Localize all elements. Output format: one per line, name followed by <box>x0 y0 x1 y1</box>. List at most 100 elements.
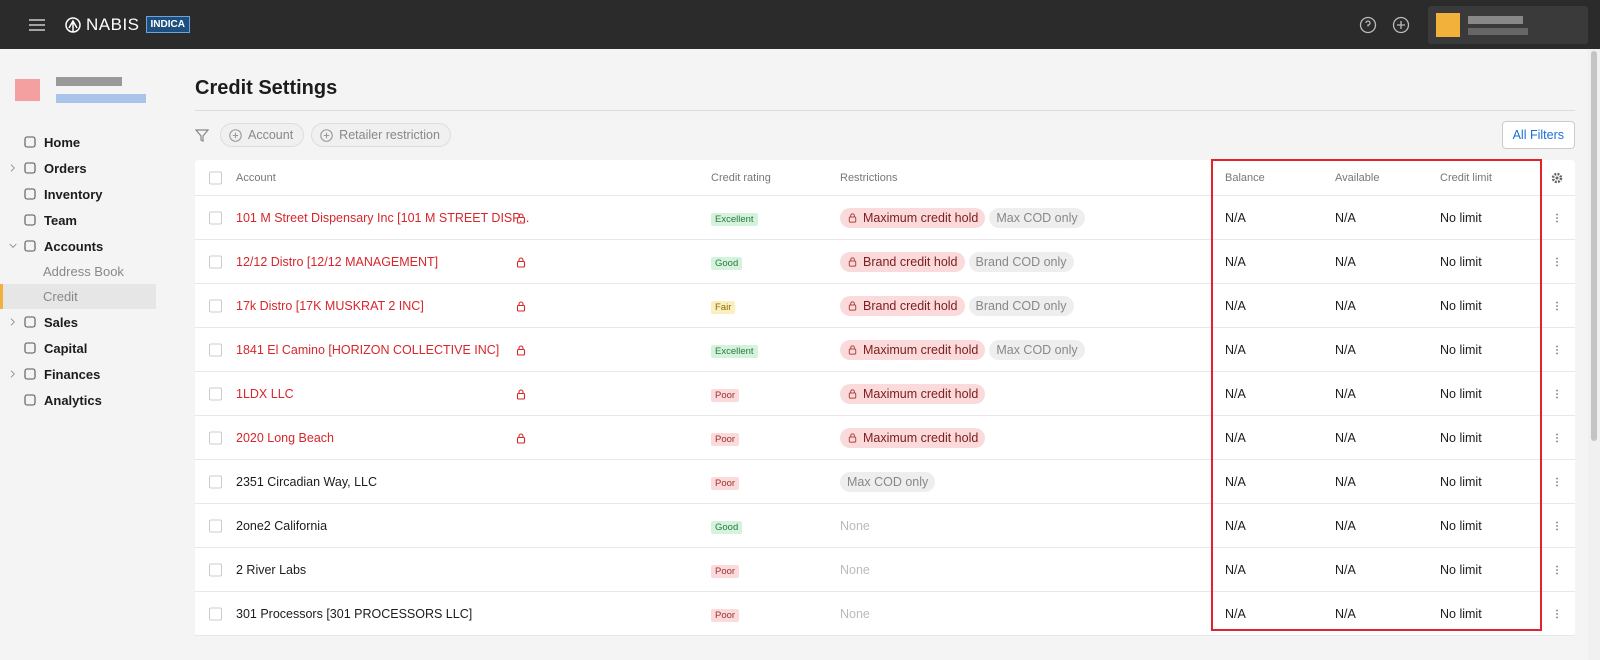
restriction-label: None <box>840 562 870 577</box>
credit-limit: No limit <box>1440 562 1482 577</box>
checkbox[interactable] <box>209 563 222 576</box>
row-menu[interactable] <box>1551 300 1563 312</box>
table-row: 2 River Labs Poor None N/A N/A No limit <box>195 548 1575 592</box>
nav-item[interactable]: Credit <box>0 284 156 309</box>
restriction-pill: None <box>840 560 877 580</box>
nav-item[interactable]: Orders <box>0 155 176 181</box>
available: N/A <box>1335 562 1356 577</box>
account-name[interactable]: 17k Distro [17K MUSKRAT 2 INC] <box>236 298 424 313</box>
restriction-pill: Maximum credit hold <box>840 339 986 360</box>
nav-item[interactable]: Accounts <box>0 233 176 259</box>
filter-icon[interactable] <box>195 128 209 142</box>
restriction-label: Brand credit hold <box>863 298 958 313</box>
checkbox[interactable] <box>209 607 222 620</box>
row-menu[interactable] <box>1551 564 1563 576</box>
row-menu[interactable] <box>1551 212 1563 224</box>
checkbox[interactable] <box>209 343 222 356</box>
menu-button[interactable] <box>29 18 45 32</box>
nav-item[interactable]: Finances <box>0 361 176 387</box>
add-icon <box>320 128 333 142</box>
nav-item[interactable]: Analytics <box>0 387 176 413</box>
restriction-label: Maximum credit hold <box>863 342 979 357</box>
filter-chip[interactable]: Retailer restriction <box>311 123 451 147</box>
checkbox[interactable] <box>209 475 222 488</box>
checkbox[interactable] <box>209 387 222 400</box>
balance: N/A <box>1225 518 1246 533</box>
table-row: 2351 Circadian Way, LLC Poor Max COD only N… <box>195 460 1575 504</box>
credit-limit: No limit <box>1440 210 1482 225</box>
account-name[interactable]: 2 River Labs <box>236 562 307 577</box>
restrictions: Brand credit hold Brand COD only <box>840 251 1074 272</box>
row-menu[interactable] <box>1551 476 1563 488</box>
help-icon[interactable] <box>1359 16 1377 34</box>
chevron <box>10 164 15 172</box>
row-menu[interactable] <box>1551 256 1563 268</box>
nav-item[interactable]: Inventory <box>0 181 176 207</box>
lock-icon <box>516 256 526 268</box>
credit-limit: No limit <box>1440 298 1482 313</box>
credit-limit: No limit <box>1440 386 1482 401</box>
row-menu[interactable] <box>1551 432 1563 444</box>
table-header: Account Credit rating Restrictions Balance A… <box>195 160 1575 196</box>
nav-icon <box>24 162 36 174</box>
lock-icon <box>848 301 857 311</box>
account-name[interactable]: 2one2 California <box>236 518 328 533</box>
row-menu[interactable] <box>1551 608 1563 620</box>
checkbox[interactable] <box>209 255 222 268</box>
restrictions: Max COD only <box>840 471 936 492</box>
checkbox[interactable] <box>209 211 222 224</box>
lock-icon <box>516 344 526 356</box>
user-menu[interactable] <box>1428 5 1588 44</box>
credit-rating: Poor <box>711 388 740 402</box>
nav-item[interactable]: Home <box>0 129 176 155</box>
row-menu[interactable] <box>1551 344 1563 356</box>
balance: N/A <box>1225 210 1246 225</box>
lock-icon <box>516 300 526 312</box>
balance: N/A <box>1225 430 1246 445</box>
lock-icon <box>516 432 526 444</box>
account-name[interactable]: 301 Processors [301 PROCESSORS LLC] <box>236 606 473 621</box>
nav-item[interactable]: Address Book <box>0 259 176 284</box>
checkbox[interactable] <box>209 519 222 532</box>
credit-table: Account Credit rating Restrictions Balance A… <box>195 160 1575 636</box>
checkbox[interactable] <box>209 171 222 184</box>
lock-icon <box>848 213 857 223</box>
nav-item[interactable]: Team <box>0 207 176 233</box>
scroll-thumb[interactable] <box>1591 51 1597 441</box>
account-name[interactable]: 2020 Long Beach <box>236 430 335 445</box>
badge: INDICA <box>145 16 190 33</box>
nav-icon <box>24 316 36 328</box>
table-row: 2020 Long Beach Poor Maximum credit hold N/… <box>195 416 1575 460</box>
nav-item[interactable]: Sales <box>0 309 176 335</box>
nav-label: Team <box>44 212 77 228</box>
logo-icon <box>65 16 81 33</box>
account-name[interactable]: 12/12 Distro [12/12 MANAGEMENT] <box>236 254 439 269</box>
credit-rating: Poor <box>711 564 740 578</box>
org-name-blur <box>56 77 122 86</box>
nav-item[interactable]: Capital <box>0 335 176 361</box>
available: N/A <box>1335 342 1356 357</box>
restriction-label: Max COD only <box>996 210 1078 225</box>
account-name[interactable]: 1841 El Camino [HORIZON COLLECTIVE INC] <box>236 342 500 357</box>
filter-chip[interactable]: Account <box>220 123 305 147</box>
row-menu[interactable] <box>1551 520 1563 532</box>
account-name[interactable]: 101 M Street Dispensary Inc [101 M STREE… <box>236 210 530 225</box>
checkbox[interactable] <box>209 299 222 312</box>
nav-icon <box>24 188 36 200</box>
add-icon[interactable] <box>1392 16 1410 34</box>
restrictions: None <box>840 604 877 624</box>
column-header: Balance <box>1225 171 1265 184</box>
avatar <box>1436 12 1460 37</box>
all-filters-button[interactable]: All Filters <box>1501 121 1575 149</box>
checkbox[interactable] <box>209 431 222 444</box>
rating-cell: Poor <box>711 563 740 578</box>
restriction-pill: Brand credit hold <box>840 251 965 272</box>
sidebar: Home Orders Inventory Team Accounts Address B… <box>0 49 176 660</box>
row-menu[interactable] <box>1551 388 1563 400</box>
balance: N/A <box>1225 298 1246 313</box>
credit-rating: Poor <box>711 476 740 490</box>
account-name[interactable]: 2351 Circadian Way, LLC <box>236 474 378 489</box>
account-name[interactable]: 1LDX LLC <box>236 386 294 401</box>
credit-rating: Good <box>711 256 743 270</box>
